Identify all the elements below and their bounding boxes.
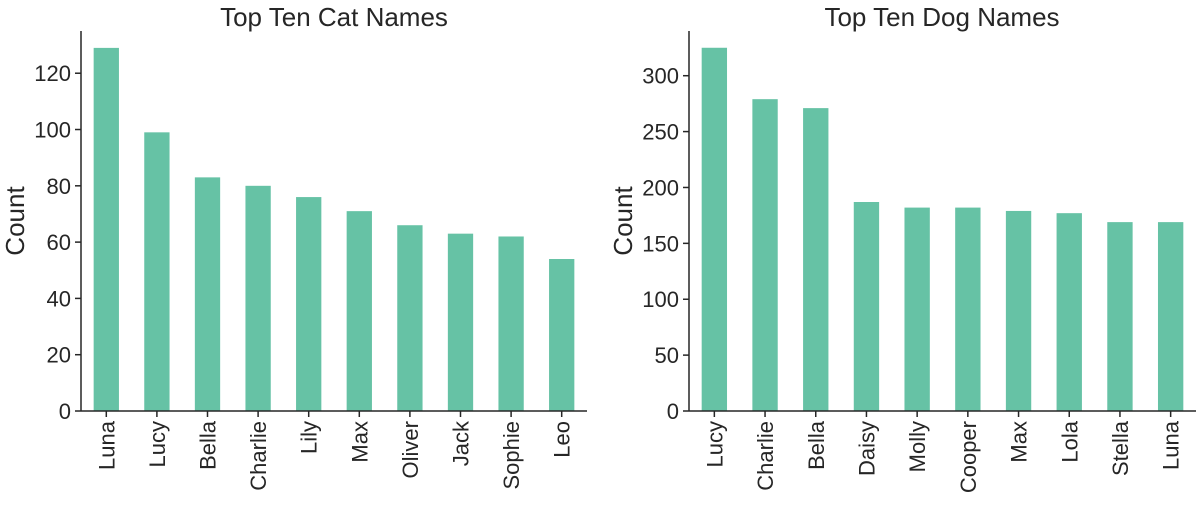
dog-bar — [1157, 222, 1184, 411]
dog-bar — [853, 202, 880, 411]
cat-x-tick-label: Luna — [94, 420, 119, 470]
dog-chart-title: Top Ten Dog Names — [824, 2, 1059, 32]
dog-x-tick-label: Lucy — [702, 421, 727, 467]
cat-bar — [245, 185, 271, 411]
dog-bar — [955, 207, 981, 411]
cat-y-tick-label: 20 — [47, 343, 71, 368]
dog-y-tick-label: 200 — [642, 175, 679, 200]
dog-x-tick-label: Molly — [905, 421, 930, 472]
dog-y-tick-label: 150 — [642, 231, 679, 256]
dog-y-tick-label: 100 — [642, 287, 679, 312]
dog-x-tick-label: Bella — [804, 420, 829, 470]
cat-y-tick-label: 0 — [59, 399, 71, 424]
cat-y-tick-label: 120 — [34, 61, 71, 86]
cat-bar — [144, 132, 170, 412]
dog-x-tick-label: Daisy — [854, 421, 879, 476]
dog-x-tick-label: Max — [1007, 421, 1032, 463]
cat-bar — [93, 47, 119, 412]
dog-bar — [1005, 210, 1032, 411]
cat-bar — [549, 259, 575, 411]
dog-y-tick-label: 250 — [642, 120, 679, 145]
cat-x-tick-label: Oliver — [398, 421, 423, 478]
dog-bar — [701, 47, 728, 411]
dog-bar — [1107, 222, 1133, 411]
cat-y-axis-label: Count — [0, 186, 30, 256]
dog-y-tick-label: 0 — [667, 399, 679, 424]
cat-y-tick-label: 80 — [47, 174, 71, 199]
cat-x-tick-label: Sophie — [499, 421, 524, 490]
cat-x-tick-label: Leo — [550, 421, 575, 458]
dog-bar — [1056, 213, 1082, 411]
dog-chart: Top Ten Dog Names Count 0 50 100 150 200 250 300… — [608, 2, 1196, 493]
cat-x-tick-label: Jack — [449, 420, 474, 466]
dog-x-tick-label: Luna — [1159, 420, 1184, 470]
dog-bar — [803, 108, 829, 411]
cat-x-tick-label: Charlie — [246, 421, 271, 491]
dog-y-tick-label: 300 — [642, 64, 679, 89]
cat-bar — [397, 225, 423, 411]
cat-x-tick-label: Bella — [196, 420, 221, 470]
dog-x-tick-label: Stella — [1108, 420, 1133, 476]
cat-bar — [498, 236, 524, 411]
cat-bar — [346, 211, 372, 411]
cat-y-tick-label: 60 — [47, 230, 71, 255]
dog-bar — [904, 207, 930, 411]
cat-x-tick-label: Max — [347, 421, 372, 463]
cat-chart: Top Ten Cat Names Count 0 20 40 60 80 100 120 Lun… — [0, 2, 587, 491]
dog-y-axis-label: Count — [608, 186, 638, 256]
cat-y-tick-label: 40 — [47, 286, 71, 311]
cat-y-tick-label: 100 — [34, 118, 71, 143]
cat-bar — [194, 177, 221, 411]
cat-x-tick-label: Lucy — [145, 421, 170, 467]
cat-bar — [296, 197, 322, 411]
dog-x-tick-label: Charlie — [753, 421, 778, 491]
dog-bar — [752, 99, 778, 412]
dog-y-tick-label: 50 — [655, 343, 679, 368]
cat-bar — [447, 233, 474, 411]
cat-x-tick-label: Lily — [297, 421, 322, 454]
dog-x-tick-label: Lola — [1057, 420, 1082, 462]
cat-chart-title: Top Ten Cat Names — [220, 2, 448, 32]
dog-x-tick-label: Cooper — [956, 421, 981, 493]
